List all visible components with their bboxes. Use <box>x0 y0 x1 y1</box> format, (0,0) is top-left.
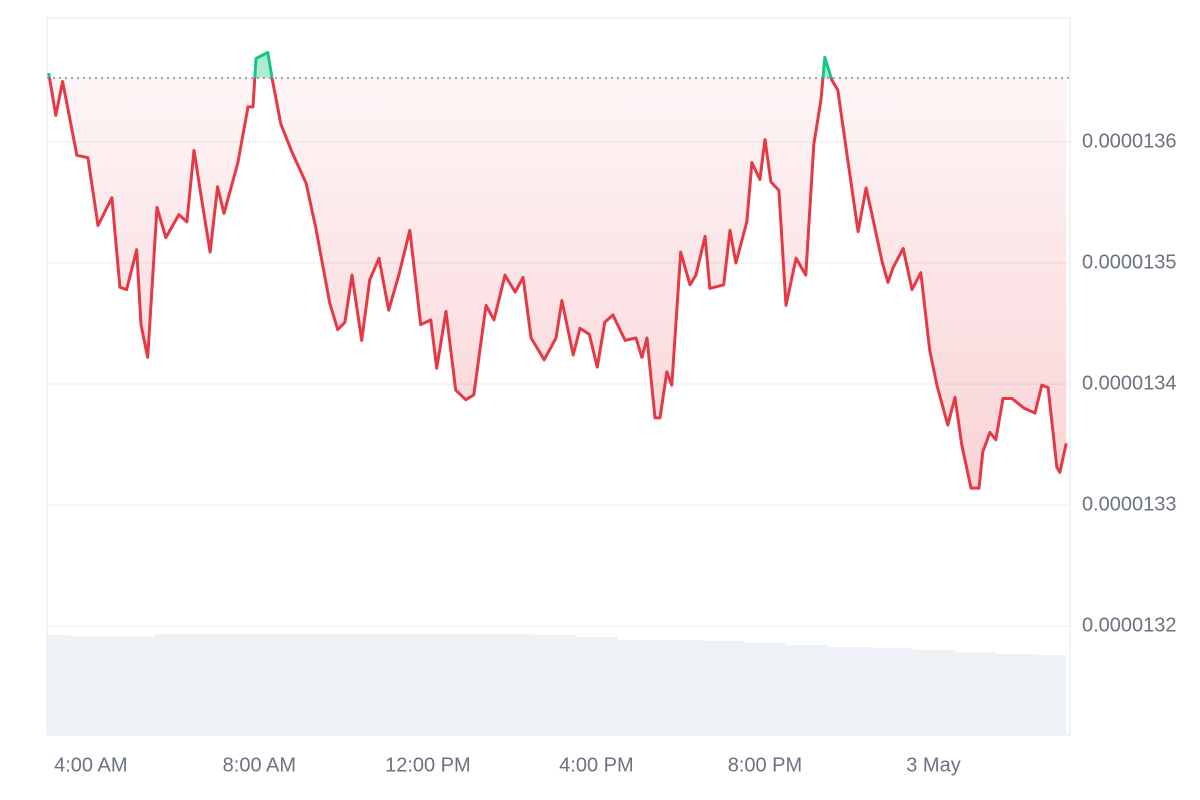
volume-bar <box>238 634 281 735</box>
area-below-baseline <box>49 78 1067 489</box>
volume-bar <box>786 645 829 735</box>
volume-bar <box>870 648 913 735</box>
volume-bar <box>111 636 155 735</box>
y-tick-label: 0.0000136 <box>1082 130 1177 152</box>
volume-bar <box>954 652 997 735</box>
y-tick-label: 0.0000133 <box>1082 493 1177 515</box>
x-tick-label: 4:00 AM <box>54 754 127 776</box>
volume-bar <box>659 640 702 735</box>
x-tick-label: 3 May <box>906 754 960 776</box>
volume-bar <box>701 641 744 735</box>
volume-bar <box>828 647 871 735</box>
volume-bar <box>912 650 955 735</box>
volume-bar <box>617 640 660 735</box>
x-tick-label: 8:00 PM <box>728 754 802 776</box>
x-tick-label: 12:00 PM <box>385 754 471 776</box>
y-tick-label: 0.0000132 <box>1082 614 1177 636</box>
volume-bar <box>996 654 1039 735</box>
price-line <box>48 78 1068 490</box>
volume-bar <box>1038 655 1066 735</box>
volume-bar <box>154 634 197 735</box>
volume-bar <box>533 635 576 735</box>
y-tick-label: 0.0000134 <box>1082 372 1177 394</box>
y-tick-label: 0.0000135 <box>1082 251 1177 273</box>
volume-bar <box>743 643 787 735</box>
volume-bar <box>364 634 407 735</box>
x-tick-label: 8:00 AM <box>223 754 296 776</box>
x-tick-label: 4:00 PM <box>559 754 633 776</box>
volume-bar <box>47 635 70 735</box>
volume-bar <box>448 634 492 735</box>
volume-bar <box>322 634 365 735</box>
volume-bar <box>575 637 618 735</box>
volume-bar <box>69 636 112 735</box>
volume-bar <box>280 634 323 735</box>
volume-bar <box>491 634 534 735</box>
volume-bar <box>196 634 239 735</box>
volume-bar <box>406 634 449 735</box>
